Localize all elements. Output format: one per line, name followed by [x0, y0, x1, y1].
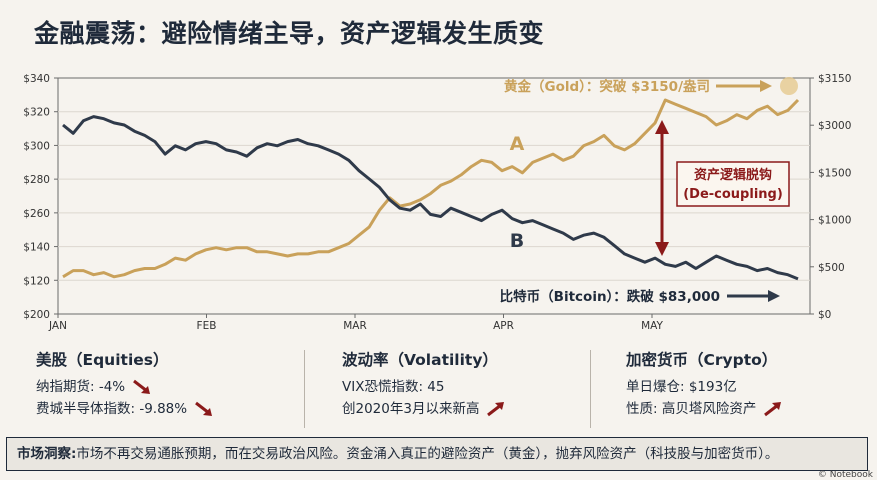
equities-row-2: 费城半导体指数: -9.88%: [36, 398, 298, 420]
right-axis-tick-label: $0: [818, 309, 831, 321]
x-axis-tick-label: FEB: [197, 320, 217, 332]
crypto-nature-text: 性质: 高贝塔风险资产: [626, 401, 757, 417]
decoupling-arrowhead-bottom: [655, 242, 669, 256]
up-arrow-icon: [487, 402, 505, 417]
volatility-row-2: 创2020年3月以来新高: [342, 398, 602, 420]
down-arrow-icon: [133, 379, 151, 394]
credit-text: © Notebook: [817, 470, 873, 480]
volatility-panel: 波动率（Volatility） VIX恐慌指数: 45 创2020年3月以来新高: [342, 344, 602, 436]
nasdaq-futures-text: 纳指期货: -4%: [36, 379, 126, 395]
crypto-row-1: 单日爆仓: $193亿: [626, 376, 866, 398]
decoupling-title: 资产逻辑脱钩: [694, 167, 772, 183]
series-line-b: [62, 115, 799, 281]
volatility-row-1: VIX恐慌指数: 45: [342, 376, 602, 398]
decoupling-box: [676, 161, 790, 207]
x-axis-tick-label: MAR: [343, 320, 367, 332]
series-label-a: A: [510, 133, 525, 155]
bitcoin-pointer-arrowhead: [768, 290, 780, 302]
left-axis-tick-label: $300: [23, 140, 50, 152]
page-title: 金融震荡：避险情绪主导，资产逻辑发生质变: [34, 19, 545, 48]
crypto-row-2: 性质: 高贝塔风险资产: [626, 398, 866, 420]
market-insight-footer: 市场洞察:市场不再交易通胀预期，而在交易政治风险。资金涌入真正的避险资产（黄金）…: [6, 437, 868, 471]
crypto-heading: 加密货币（Crypto）: [626, 351, 778, 369]
equities-row-1: 纳指期货: -4%: [36, 376, 298, 398]
metrics-panels: 美股（Equities） 纳指期货: -4% 费城半导体指数: -9.88% 波…: [0, 344, 877, 436]
right-axis-tick-label: $3150: [818, 73, 851, 85]
decoupling-arrowhead-top: [655, 120, 669, 134]
decoupling-subtitle: (De-coupling): [683, 187, 783, 202]
down-arrow-icon: [195, 401, 213, 416]
left-axis-tick-label: $320: [23, 107, 50, 119]
up-arrow-icon: [764, 402, 782, 417]
footer-text: 市场不再交易通胀预期，而在交易政治风险。资金涌入真正的避险资产（黄金），抛弃风险…: [76, 446, 779, 462]
equities-panel: 美股（Equities） 纳指期货: -4% 费城半导体指数: -9.88%: [36, 344, 298, 436]
footer-label: 市场洞察:: [17, 446, 77, 462]
right-axis-tick-label: $500: [818, 262, 845, 274]
right-axis-tick-label: $1000: [818, 215, 851, 227]
left-axis-tick-label: $140: [23, 242, 50, 254]
left-axis-tick-label: $280: [23, 174, 50, 186]
liquidation-text: 单日爆仓: $193亿: [626, 379, 737, 395]
gold-annotation-label: 黄金（Gold）：突破 $3150/盎司: [504, 78, 710, 95]
series-label-b: B: [510, 230, 524, 252]
panel-divider: [590, 350, 591, 428]
panel-divider: [304, 350, 305, 428]
left-axis-tick-label: $340: [23, 73, 50, 85]
gold-pointer-arrowhead: [760, 80, 772, 92]
left-axis-tick-label: $260: [23, 208, 50, 220]
x-axis-tick-label: MAY: [641, 320, 663, 332]
sox-index-text: 费城半导体指数: -9.88%: [36, 401, 188, 417]
equities-heading: 美股（Equities）: [36, 351, 169, 369]
plot-frame: [57, 77, 811, 315]
left-axis-tick-label: $200: [23, 309, 50, 321]
left-axis-tick-label: $120: [23, 275, 50, 287]
crypto-panel: 加密货币（Crypto） 单日爆仓: $193亿 性质: 高贝塔风险资产: [626, 344, 866, 436]
gold-peak-highlight: [780, 77, 798, 95]
right-axis-tick-label: $1500: [818, 167, 851, 179]
x-axis-tick-label: JAN: [48, 320, 67, 332]
series-line-a: [62, 98, 800, 279]
x-axis-tick-label: APR: [493, 320, 514, 332]
vix-text: VIX恐慌指数: 45: [342, 379, 445, 395]
volatility-heading: 波动率（Volatility）: [342, 351, 498, 369]
line-chart: $340 $320 $300 $280 $260 $140 $120 $200 $3150 $30…: [23, 73, 851, 332]
bitcoin-annotation-label: 比特币（Bitcoin）：跌破 $83,000: [500, 288, 720, 305]
right-axis-tick-label: $3000: [818, 120, 851, 132]
vix-high-text: 创2020年3月以来新高: [342, 401, 480, 417]
